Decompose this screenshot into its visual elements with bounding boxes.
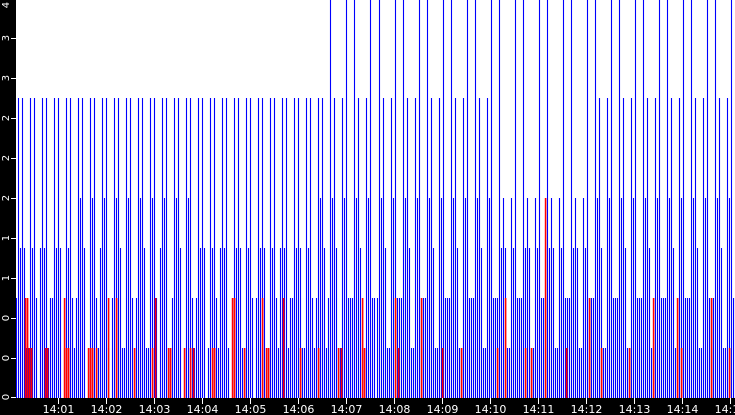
x-tick-label: 14:15: [715, 403, 735, 415]
y-tick-label: 3: [1, 35, 12, 41]
red-pulse: [337, 348, 340, 398]
red-pulse: [420, 298, 423, 398]
x-tick-label: 14:13: [619, 403, 651, 415]
y-tick-label: 2: [1, 115, 12, 121]
red-pulse: [565, 348, 568, 398]
plot-area: [16, 0, 735, 398]
red-pulse: [67, 348, 70, 398]
x-tick-label: 14:10: [475, 403, 507, 415]
y-tick-label: 4: [1, 2, 12, 8]
red-pulse: [30, 348, 33, 398]
red-pulse: [710, 298, 713, 398]
y-tick-label: 2: [1, 195, 12, 201]
red-pulse: [676, 298, 679, 398]
red-pulse: [95, 348, 98, 398]
red-pulse: [496, 348, 499, 398]
red-pulse: [243, 348, 246, 398]
red-pulse: [524, 348, 527, 398]
red-pulse: [267, 348, 270, 398]
x-tick-label: 14:04: [187, 403, 219, 415]
red-pulse: [107, 298, 110, 398]
red-pulse: [261, 298, 264, 398]
red-pulse: [628, 348, 631, 398]
x-axis: 14:01 14:02 14:03 14:04 14:05 14:06 14:07 14:08…: [43, 398, 735, 415]
series-red: [24, 198, 731, 398]
x-tick-label: 14:11: [523, 403, 555, 415]
x-tick-label: 14:07: [331, 403, 363, 415]
x-tick-label: 14:03: [139, 403, 171, 415]
red-pulse: [233, 298, 236, 398]
red-pulse: [213, 348, 216, 398]
x-tick-label: 14:05: [235, 403, 267, 415]
red-pulse: [167, 348, 170, 398]
red-pulse: [441, 348, 444, 398]
red-pulse: [728, 348, 731, 398]
red-pulse: [299, 348, 302, 398]
red-pulse: [44, 348, 47, 398]
red-pulse: [397, 348, 400, 398]
x-tick-label: 14:01: [43, 403, 75, 415]
red-pulse: [89, 348, 92, 398]
red-pulse: [26, 298, 29, 398]
y-tick-label: 1: [1, 275, 12, 281]
red-pulse: [363, 348, 366, 398]
red-pulse: [151, 348, 154, 398]
red-pulse: [530, 348, 533, 398]
red-pulse: [192, 348, 195, 398]
red-pulse: [680, 348, 683, 398]
x-tick-label: 14:02: [91, 403, 123, 415]
x-tick-label: 14:08: [379, 403, 411, 415]
y-tick-label: 1: [1, 235, 12, 241]
red-pulse: [504, 298, 507, 398]
red-pulse: [340, 348, 343, 398]
red-pulse: [282, 298, 285, 398]
y-tick-label: 0: [1, 355, 12, 361]
red-pulse: [652, 298, 655, 398]
red-pulse: [189, 348, 192, 398]
x-tick-label: 14:06: [283, 403, 315, 415]
red-pulse: [231, 298, 234, 398]
red-pulse: [63, 298, 66, 398]
red-pulse: [115, 298, 118, 398]
red-pulse: [169, 348, 172, 398]
red-pulse: [361, 298, 364, 398]
red-pulse: [133, 348, 136, 398]
red-pulse: [65, 348, 68, 398]
red-pulse: [544, 198, 547, 398]
red-pulse: [600, 348, 603, 398]
red-pulse: [24, 298, 27, 398]
red-pulse: [211, 348, 214, 398]
red-pulse: [588, 298, 591, 398]
red-pulse: [91, 348, 94, 398]
y-tick-label: 3: [1, 75, 12, 81]
red-pulse: [46, 348, 49, 398]
x-tick-label: 14:12: [571, 403, 603, 415]
x-tick-label: 14:09: [427, 403, 459, 415]
red-pulse: [87, 348, 90, 398]
red-pulse: [28, 348, 31, 398]
red-pulse: [394, 298, 397, 398]
red-pulse: [154, 298, 157, 398]
x-tick-label: 14:14: [667, 403, 699, 415]
red-pulse: [183, 348, 186, 398]
y-tick-label: 2: [1, 155, 12, 161]
y-tick-label: 0: [1, 315, 12, 321]
y-tick-label: 0: [1, 394, 12, 400]
red-pulse: [460, 348, 463, 398]
red-pulse: [317, 348, 320, 398]
y-axis: 0 0 0 1 1 2 2 2 3 3 4: [1, 2, 16, 400]
red-pulse: [265, 348, 268, 398]
